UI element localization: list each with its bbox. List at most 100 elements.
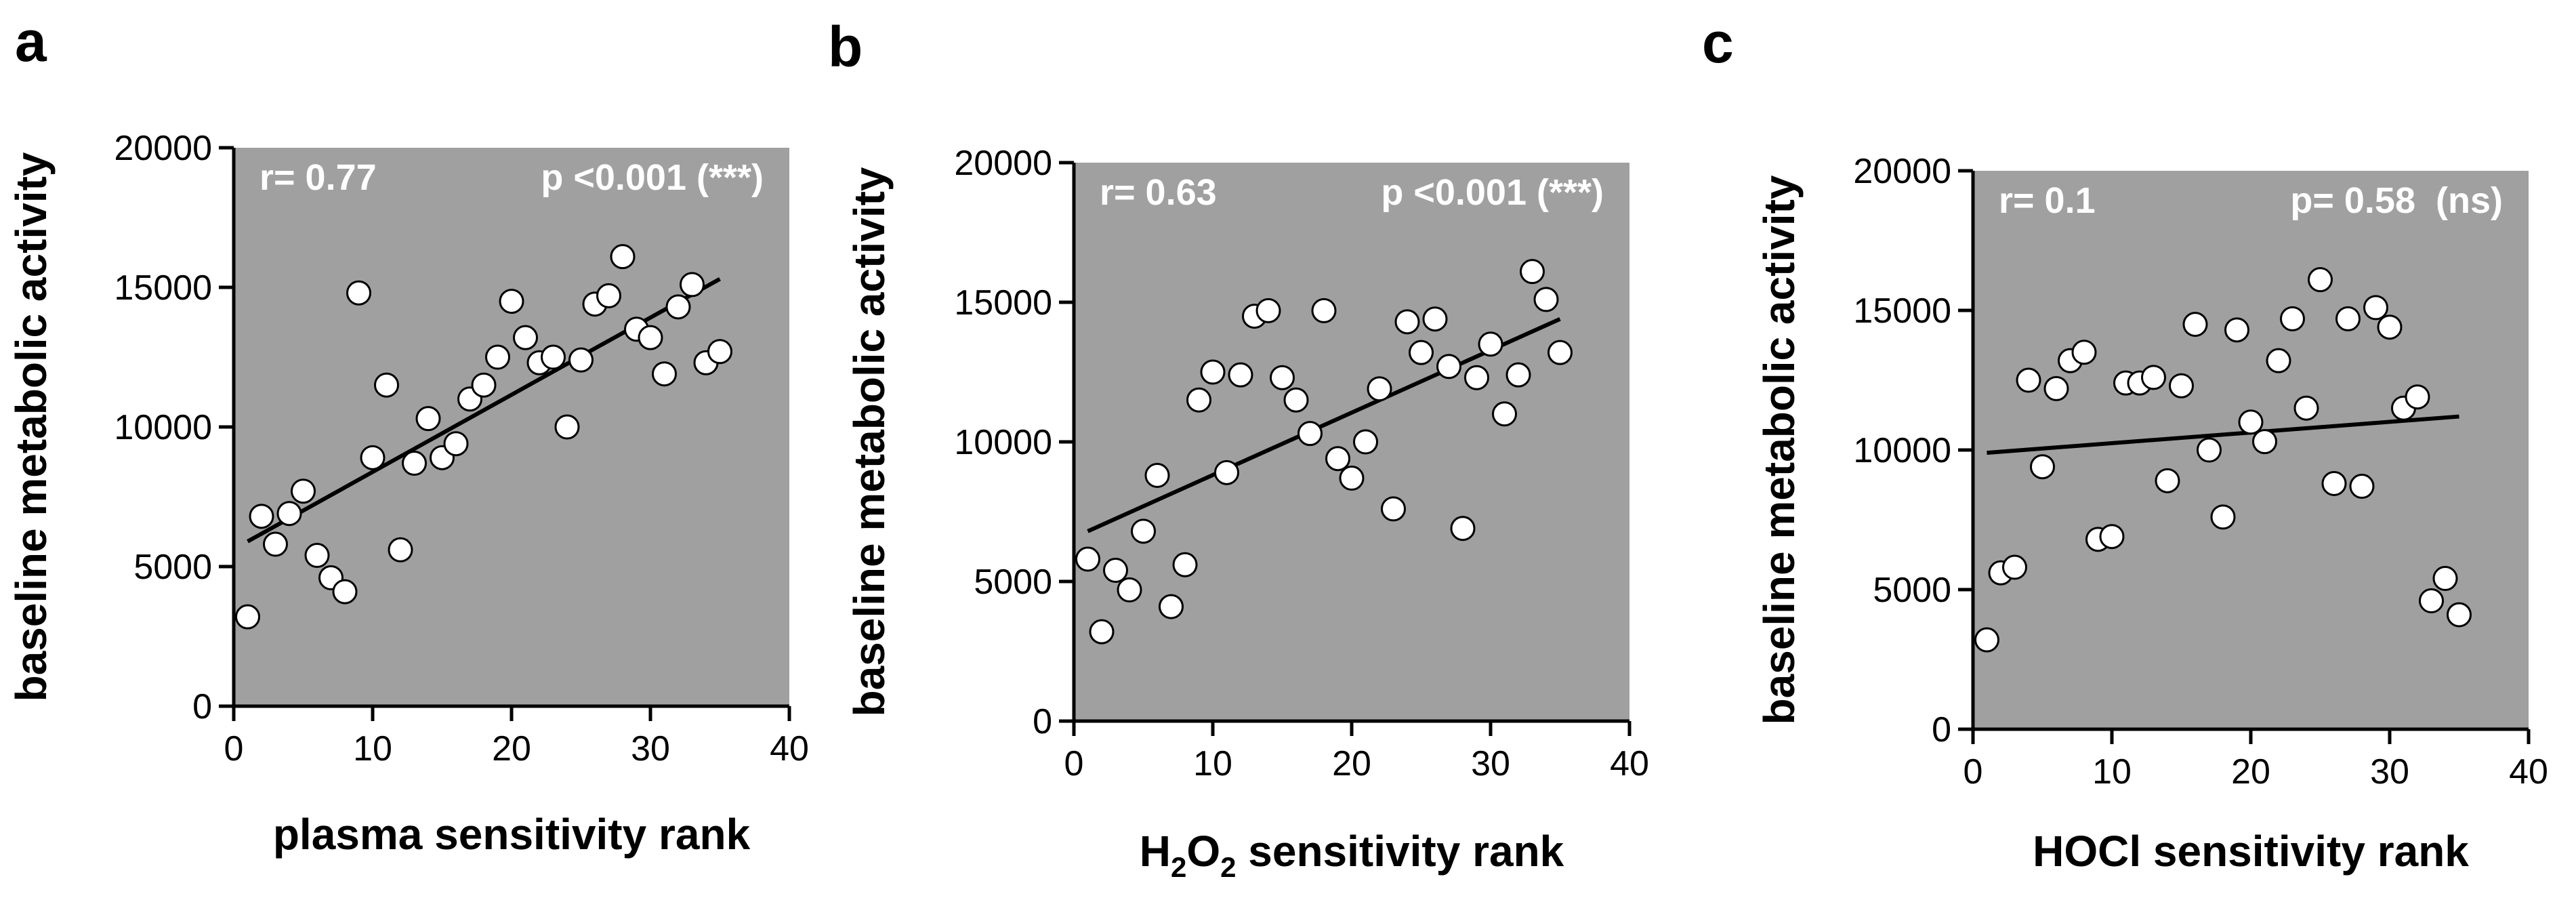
panel-letter: a	[15, 9, 47, 73]
data-point	[2377, 314, 2403, 340]
y-tick-label: 10000	[954, 423, 1052, 462]
data-point	[1200, 359, 1226, 385]
data-point	[1547, 340, 1573, 365]
y-tick-label: 15000	[954, 283, 1052, 323]
plot-area	[234, 148, 789, 706]
data-point	[1450, 516, 1476, 541]
data-point	[415, 406, 441, 432]
x-axis-title: H2O2 sensitivity rank	[1140, 827, 1564, 883]
x-tick-label: 20	[1332, 744, 1371, 783]
data-point	[2238, 409, 2264, 435]
data-point	[360, 445, 386, 470]
data-point	[1297, 421, 1323, 447]
y-tick-label: 15000	[1853, 291, 1951, 331]
data-point	[652, 361, 677, 387]
data-point	[1075, 546, 1100, 572]
correlation-r-label: r= 0.63	[1100, 172, 1217, 213]
y-tick-label: 0	[192, 687, 212, 727]
data-point	[2016, 367, 2041, 393]
data-point	[1381, 496, 1406, 522]
data-point	[568, 347, 594, 373]
x-axis-title: plasma sensitivity rank	[273, 810, 751, 859]
data-point	[2224, 317, 2249, 343]
x-tick-label: 30	[1471, 744, 1510, 783]
data-point	[1367, 376, 1392, 402]
data-point	[1464, 365, 1489, 390]
data-point	[249, 504, 274, 529]
data-point	[2030, 454, 2055, 480]
data-point	[1339, 466, 1365, 491]
x-tick-label: 0	[1964, 752, 1983, 792]
data-point	[1172, 552, 1198, 577]
p-value-label: p= 0.58 (ns)	[2290, 180, 2503, 221]
p-value-label: p <0.001 (***)	[1381, 172, 1604, 213]
y-tick-label: 0	[1033, 702, 1052, 741]
x-tick-label: 40	[1610, 744, 1649, 783]
data-point	[1117, 577, 1142, 602]
y-axis-title: baseline metabolic activity	[7, 152, 56, 701]
plot-area	[1973, 171, 2529, 729]
panel-b: b 0 5000 10000 15000 20000 0 10 20 30 40 baseline m…	[828, 15, 1649, 883]
data-point	[513, 325, 538, 350]
data-point	[596, 283, 621, 308]
data-point	[2099, 524, 2125, 550]
data-point	[1478, 331, 1503, 357]
data-point	[1131, 518, 1156, 544]
data-point	[1520, 259, 1545, 285]
data-point	[2071, 340, 2097, 365]
x-tick-label: 0	[224, 729, 244, 769]
data-point	[346, 280, 371, 306]
panel-a: a 0 5000 10000 15000 20000 0 10 20 30 40 baseline m…	[7, 9, 809, 859]
data-point	[374, 372, 399, 398]
data-point	[1394, 309, 1420, 335]
x-axis-title-part: O	[1186, 827, 1220, 876]
data-point	[304, 543, 330, 569]
data-point	[1311, 298, 1337, 323]
data-point	[499, 289, 524, 314]
y-tick-label: 20000	[1853, 152, 1951, 191]
x-tick-label: 20	[2231, 752, 2270, 792]
data-point	[2349, 474, 2375, 499]
data-point	[2266, 348, 2291, 373]
panel-c: c 0 5000 10000 15000 20000 0 10 20 30 40 baseline m…	[1702, 11, 2548, 876]
data-point	[1270, 365, 1295, 390]
data-point	[2308, 267, 2333, 293]
data-point	[2197, 437, 2222, 463]
data-point	[1103, 558, 1128, 584]
y-tick-label: 10000	[114, 408, 212, 447]
data-point	[2141, 365, 2166, 390]
data-point	[665, 294, 691, 320]
y-axis-title: baseline metabolic activity	[845, 167, 894, 716]
data-point	[1144, 462, 1170, 488]
data-point	[2155, 468, 2180, 493]
data-point	[291, 478, 316, 504]
y-tick-label: 10000	[1853, 431, 1951, 470]
data-point	[1214, 459, 1239, 485]
data-point	[1505, 362, 1531, 388]
data-point	[485, 344, 510, 370]
x-axis-title-subscript: 2	[1220, 851, 1236, 883]
data-point	[2419, 588, 2444, 613]
data-point	[2043, 375, 2069, 401]
data-point	[2252, 429, 2277, 455]
data-point	[1353, 429, 1378, 455]
y-tick-label: 15000	[114, 268, 212, 308]
x-tick-label: 40	[2509, 752, 2548, 792]
x-tick-label: 0	[1064, 744, 1084, 783]
data-point	[2280, 306, 2305, 331]
y-tick-label: 20000	[954, 144, 1052, 183]
data-point	[2182, 312, 2208, 338]
data-point	[1089, 619, 1115, 645]
p-value-label: p <0.001 (***)	[541, 157, 764, 198]
data-point	[2335, 306, 2361, 331]
y-tick-label: 0	[1932, 710, 1951, 750]
data-point	[2447, 602, 2472, 628]
panel-letter: b	[828, 15, 863, 79]
data-point	[332, 579, 358, 605]
y-axis-title: baseline metabolic activity	[1755, 175, 1804, 724]
data-point	[471, 372, 497, 398]
data-point	[1228, 362, 1253, 388]
data-point	[2321, 470, 2347, 496]
data-point	[443, 431, 469, 457]
